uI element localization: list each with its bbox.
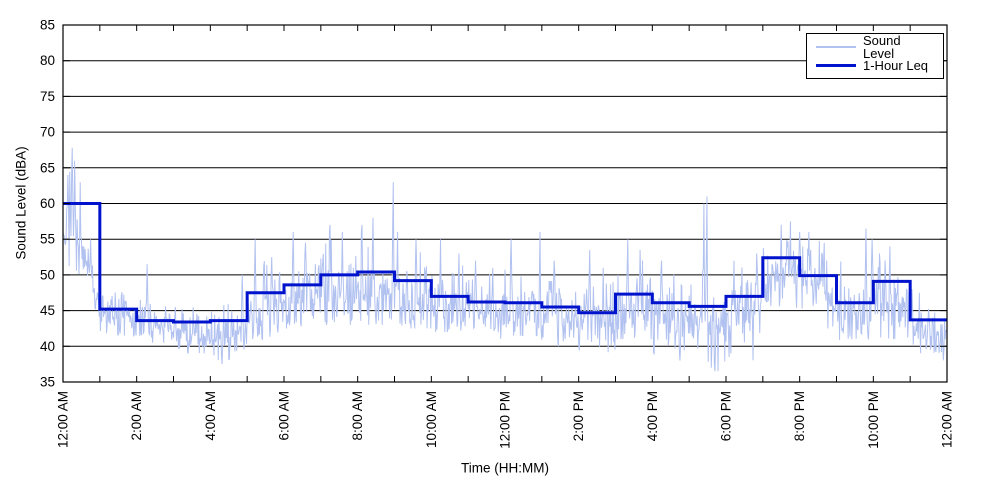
legend-line-sample-leq <box>816 64 856 67</box>
x-tick-label: 8:00 AM <box>350 391 365 441</box>
x-tick-label: 12:00 AM <box>940 391 955 448</box>
legend: Sound Level 1-Hour Leq <box>806 33 944 79</box>
y-tick-label: 35 <box>40 375 55 390</box>
y-tick-label: 40 <box>40 339 55 354</box>
y-tick-label: 85 <box>40 18 55 33</box>
legend-label-leq: 1-Hour Leq <box>863 58 929 73</box>
legend-line-sample-sound-level <box>816 45 856 48</box>
x-tick-label: 6:00 AM <box>277 391 292 441</box>
x-tick-label: 2:00 AM <box>129 391 144 441</box>
x-tick-label: 12:00 PM <box>498 391 513 449</box>
y-axis-title: Sound Level (dBA) <box>13 146 29 260</box>
y-tick-label: 65 <box>40 160 55 175</box>
x-tick-label: 10:00 PM <box>866 391 881 449</box>
y-tick-label: 55 <box>40 232 55 247</box>
y-tick-label: 60 <box>40 196 55 211</box>
sound-level-series <box>63 147 947 372</box>
legend-label-sound-level: Sound Level <box>863 32 901 61</box>
x-axis-title: Time (HH:MM) <box>461 460 549 476</box>
leq-series <box>63 202 947 324</box>
y-tick-label: 80 <box>40 53 55 68</box>
legend-entry-leq: 1-Hour Leq <box>807 56 943 75</box>
x-tick-label: 4:00 PM <box>645 391 660 441</box>
x-tick-label: 2:00 PM <box>571 391 586 441</box>
x-tick-label: 6:00 PM <box>719 391 734 441</box>
x-tick-label: 10:00 AM <box>424 391 439 448</box>
x-tick-label: 8:00 PM <box>792 391 807 441</box>
legend-entry-sound-level: Sound Level <box>807 34 943 60</box>
y-tick-label: 50 <box>40 267 55 282</box>
y-tick-label: 45 <box>40 303 55 318</box>
y-tick-label: 75 <box>40 89 55 104</box>
sound-level-line-icon <box>816 45 856 48</box>
x-tick-label: 4:00 AM <box>203 391 218 441</box>
y-tick-label: 70 <box>40 125 55 140</box>
x-tick-label: 12:00 AM <box>56 391 71 448</box>
leq-line-icon <box>816 64 856 67</box>
